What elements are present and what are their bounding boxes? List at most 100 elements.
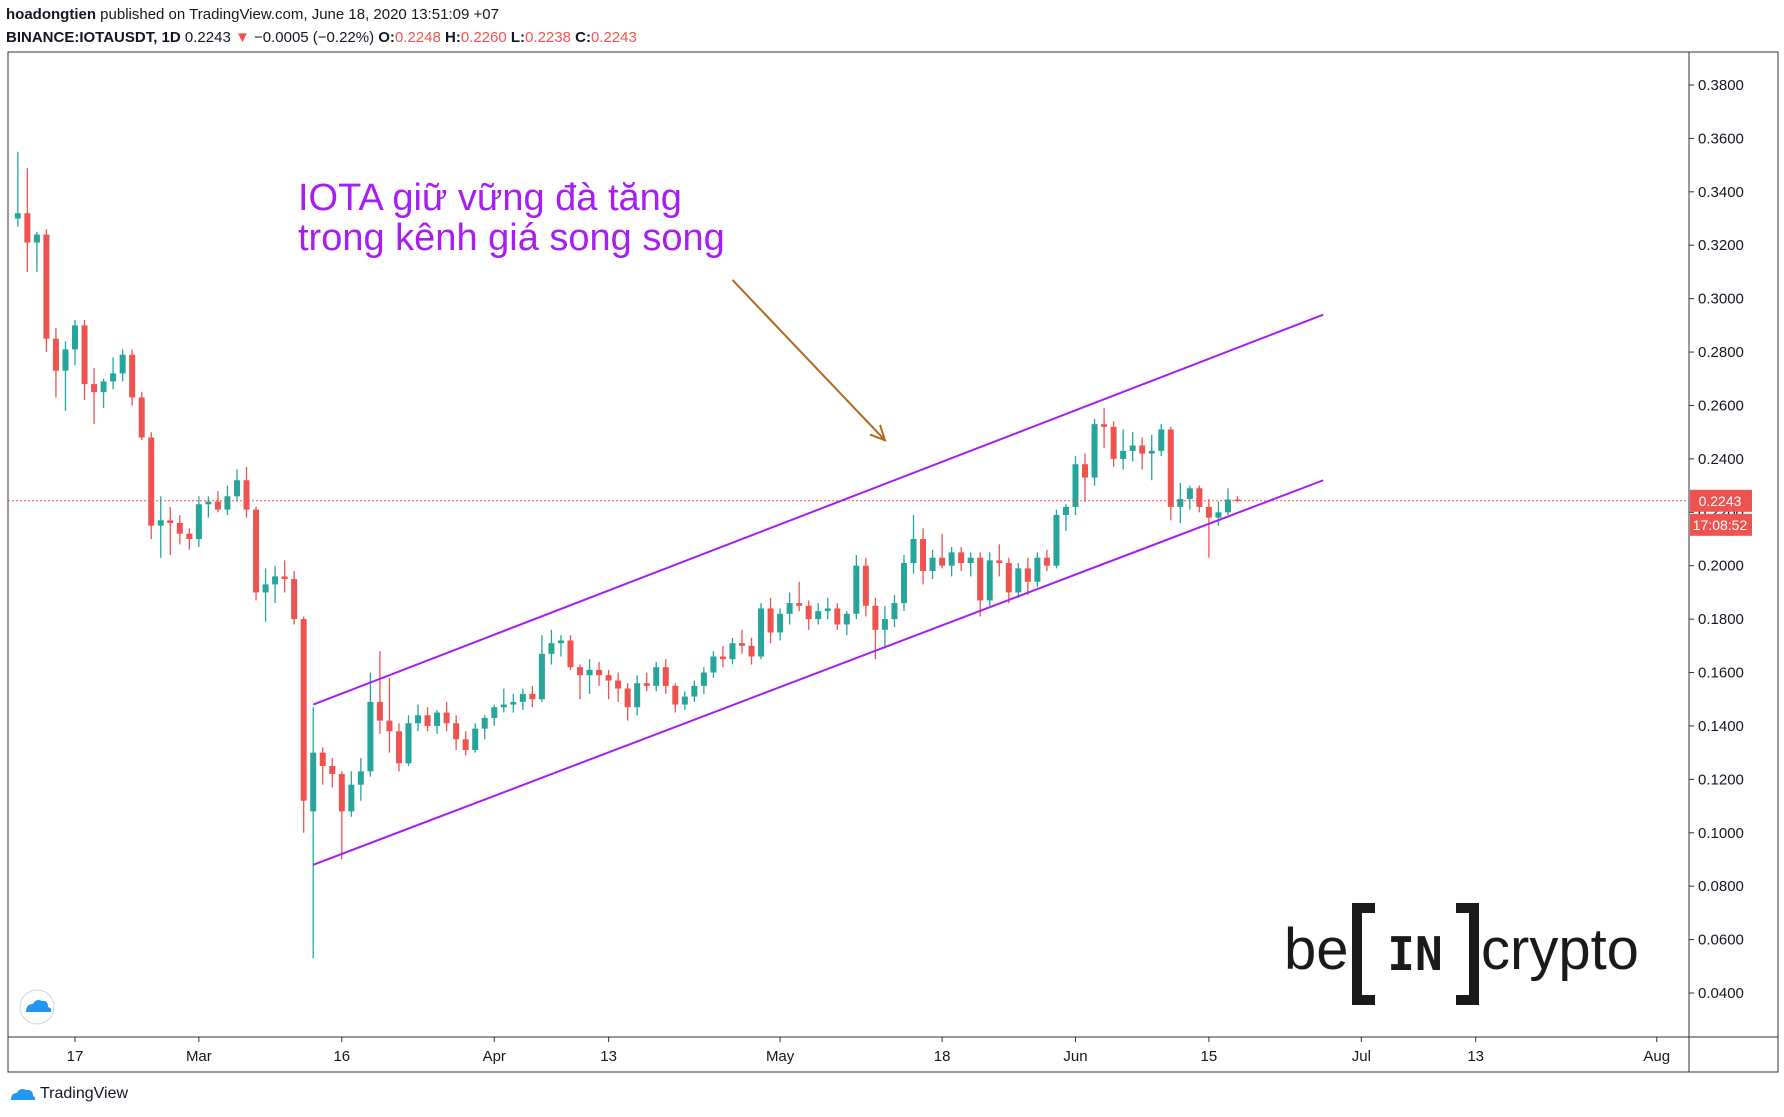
candle-body (424, 715, 431, 726)
price-badges: 0.2243 17:08:52 (1690, 489, 1752, 536)
candle (1043, 549, 1050, 572)
candle-body (176, 522, 183, 534)
candle (281, 560, 288, 593)
candle-body (1043, 557, 1050, 566)
candle (415, 704, 422, 732)
candle (929, 549, 936, 580)
candle (329, 757, 336, 788)
candle-body (167, 520, 174, 523)
candle (357, 757, 364, 801)
publish-line: hoadongtien published on TradingView.com… (6, 5, 637, 24)
candle (900, 555, 907, 612)
candle-body (253, 509, 260, 593)
candle (300, 616, 307, 833)
candle (1072, 456, 1079, 515)
candle-body (367, 701, 374, 772)
candle-body (1177, 498, 1184, 507)
candle-body (929, 557, 936, 572)
tradingview-brand: TradingView (40, 1085, 129, 1102)
candle (1015, 563, 1022, 598)
candle (862, 557, 869, 617)
candle-body (529, 693, 536, 700)
candle (557, 635, 564, 657)
candle (634, 675, 641, 716)
down-arrow-icon: ▼ (234, 29, 250, 46)
candle-body (662, 667, 669, 686)
annotation-line-2: trong kênh giá song song (298, 217, 725, 259)
annotation-arrow-line (731, 279, 886, 441)
tradingview-logo-icon (11, 1089, 36, 1100)
candle (910, 514, 917, 574)
candle (719, 645, 726, 668)
candle (700, 667, 707, 694)
candle (405, 715, 412, 766)
candle (100, 378, 107, 409)
candle (348, 771, 355, 817)
candle (214, 490, 221, 513)
candle-body (853, 565, 860, 614)
candle-body (214, 501, 221, 510)
candle-body (729, 643, 736, 660)
candle (253, 506, 260, 601)
candle (758, 603, 765, 660)
y-tick-label: 0.0600 (1698, 932, 1744, 949)
candle (967, 552, 974, 577)
candle (338, 771, 345, 860)
candle-body (881, 619, 888, 630)
x-tick-label: Aug (1643, 1048, 1670, 1065)
candle-body (624, 688, 631, 708)
candle (958, 547, 965, 572)
candle-body (233, 480, 240, 497)
candle (138, 392, 145, 441)
candle-body (481, 717, 488, 729)
candle-body (24, 213, 31, 243)
candle-body (719, 656, 726, 660)
candle (681, 691, 688, 710)
candle-body (672, 685, 679, 705)
tradingview-cloud-icon[interactable] (19, 989, 55, 1025)
logo-in-text: IN (1387, 927, 1442, 981)
candle (1120, 429, 1127, 470)
candle (615, 672, 622, 702)
last-price-value: 0.2243 (184, 29, 231, 46)
candle-body (948, 552, 955, 566)
candle-body (1196, 488, 1203, 507)
ohlc-line: BINANCE:IOTAUSDT, 1D 0.2243 ▼ −0.0005 (−… (6, 28, 637, 47)
author-name[interactable]: hoadongtien (6, 6, 96, 23)
close-value: 0.2243 (590, 29, 637, 46)
candle-body (1129, 445, 1136, 451)
candle (519, 688, 526, 710)
candle (624, 683, 631, 721)
symbol-label[interactable]: BINANCE:IOTAUSDT, 1D (6, 29, 181, 46)
candle (1110, 421, 1117, 467)
candle (843, 611, 850, 636)
annotation-line-1: IOTA giữ vững đà tăng (298, 177, 682, 219)
open-value: 0.2248 (394, 29, 441, 46)
candle (186, 528, 193, 550)
candle-body (1120, 450, 1127, 459)
candle-body (338, 774, 345, 812)
candle (777, 608, 784, 641)
candle (14, 151, 21, 227)
candle-body (91, 384, 98, 393)
candle (272, 565, 279, 604)
candle-body (805, 605, 812, 620)
candle (786, 592, 793, 625)
candle-body (129, 354, 136, 398)
price-axis[interactable]: 0.3800 0.3600 0.3400 0.3200 0.3000 0.2800 0.26… (1689, 77, 1744, 1002)
tradingview-footer[interactable]: TradingView (8, 1085, 128, 1103)
candle (81, 320, 88, 401)
annotation-text: IOTA giữ vững đà tăng trong kênh giá son… (298, 177, 725, 259)
candle-body (700, 672, 707, 686)
candle-body (415, 715, 422, 724)
high-label: H: (445, 29, 461, 46)
candle (195, 496, 202, 548)
x-tick-label: Apr (483, 1048, 506, 1065)
price-chart[interactable]: 0.3800 0.3600 0.3400 0.3200 0.3000 0.2800 0.26… (0, 0, 1784, 1080)
time-axis[interactable]: 17Mar16Apr13May18Jun15Jul13Aug17 (67, 1037, 1784, 1065)
candle-body (376, 701, 383, 721)
candle-body (348, 784, 355, 812)
candle-body (148, 437, 155, 526)
candle-body (1005, 563, 1012, 593)
candle (567, 635, 574, 670)
